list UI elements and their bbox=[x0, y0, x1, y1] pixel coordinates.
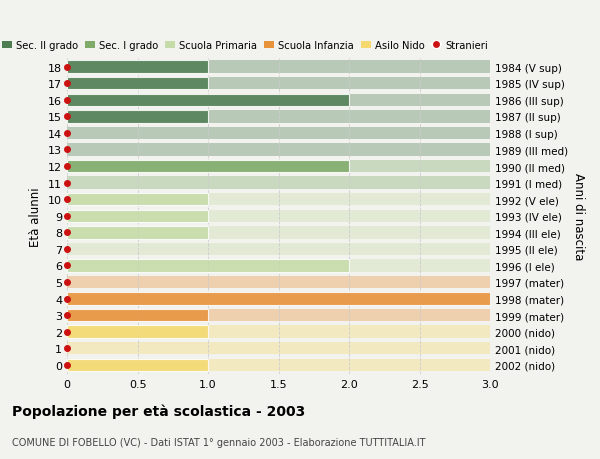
Bar bbox=[67, 194, 490, 206]
Bar bbox=[67, 144, 490, 157]
Bar bbox=[67, 309, 208, 322]
Bar bbox=[67, 128, 490, 140]
Bar bbox=[67, 210, 208, 223]
Y-axis label: Anni di nascita: Anni di nascita bbox=[572, 173, 585, 260]
Bar bbox=[67, 95, 490, 107]
Text: Popolazione per età scolastica - 2003: Popolazione per età scolastica - 2003 bbox=[12, 404, 305, 419]
Bar bbox=[67, 342, 490, 355]
Bar bbox=[67, 293, 490, 305]
Bar bbox=[67, 359, 208, 371]
Bar bbox=[67, 227, 490, 239]
Bar bbox=[67, 260, 490, 272]
Legend: Sec. II grado, Sec. I grado, Scuola Primaria, Scuola Infanzia, Asilo Nido, Stran: Sec. II grado, Sec. I grado, Scuola Prim… bbox=[0, 37, 492, 55]
Bar bbox=[67, 260, 349, 272]
Bar bbox=[67, 293, 490, 305]
Bar bbox=[67, 61, 208, 74]
Bar bbox=[67, 177, 490, 190]
Bar bbox=[67, 194, 208, 206]
Bar bbox=[67, 61, 490, 74]
Bar bbox=[67, 326, 208, 338]
Bar bbox=[67, 95, 349, 107]
Bar bbox=[67, 243, 490, 256]
Bar bbox=[67, 359, 490, 371]
Bar bbox=[67, 309, 490, 322]
Text: COMUNE DI FOBELLO (VC) - Dati ISTAT 1° gennaio 2003 - Elaborazione TUTTITALIA.IT: COMUNE DI FOBELLO (VC) - Dati ISTAT 1° g… bbox=[12, 437, 425, 447]
Bar bbox=[67, 78, 490, 90]
Bar bbox=[67, 161, 349, 173]
Bar bbox=[67, 276, 490, 289]
Bar bbox=[67, 210, 490, 223]
Bar bbox=[67, 227, 208, 239]
Y-axis label: Età alunni: Età alunni bbox=[29, 186, 43, 246]
Bar bbox=[67, 161, 490, 173]
Bar bbox=[67, 326, 490, 338]
Bar bbox=[67, 78, 208, 90]
Bar bbox=[67, 111, 490, 123]
Bar bbox=[67, 111, 208, 123]
